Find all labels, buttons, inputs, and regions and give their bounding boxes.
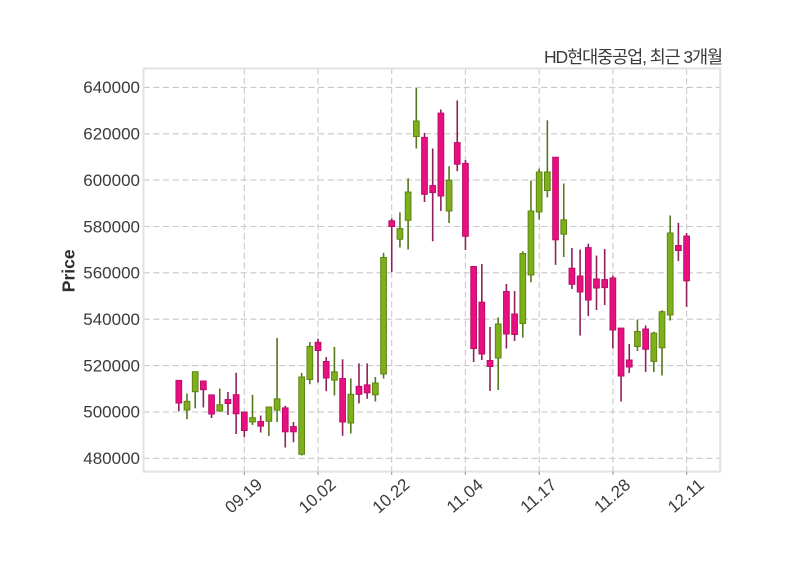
svg-text:480000: 480000 — [83, 449, 140, 468]
svg-text:HD현대중공업, 최근 3개월: HD현대중공업, 최근 3개월 — [544, 47, 722, 67]
svg-text:520000: 520000 — [83, 356, 140, 375]
svg-text:580000: 580000 — [83, 217, 140, 236]
svg-text:600000: 600000 — [83, 171, 140, 190]
svg-text:540000: 540000 — [83, 310, 140, 329]
svg-text:560000: 560000 — [83, 264, 140, 283]
svg-text:640000: 640000 — [83, 78, 140, 97]
svg-text:620000: 620000 — [83, 125, 140, 144]
svg-text:Price: Price — [59, 249, 79, 292]
svg-text:500000: 500000 — [83, 403, 140, 422]
